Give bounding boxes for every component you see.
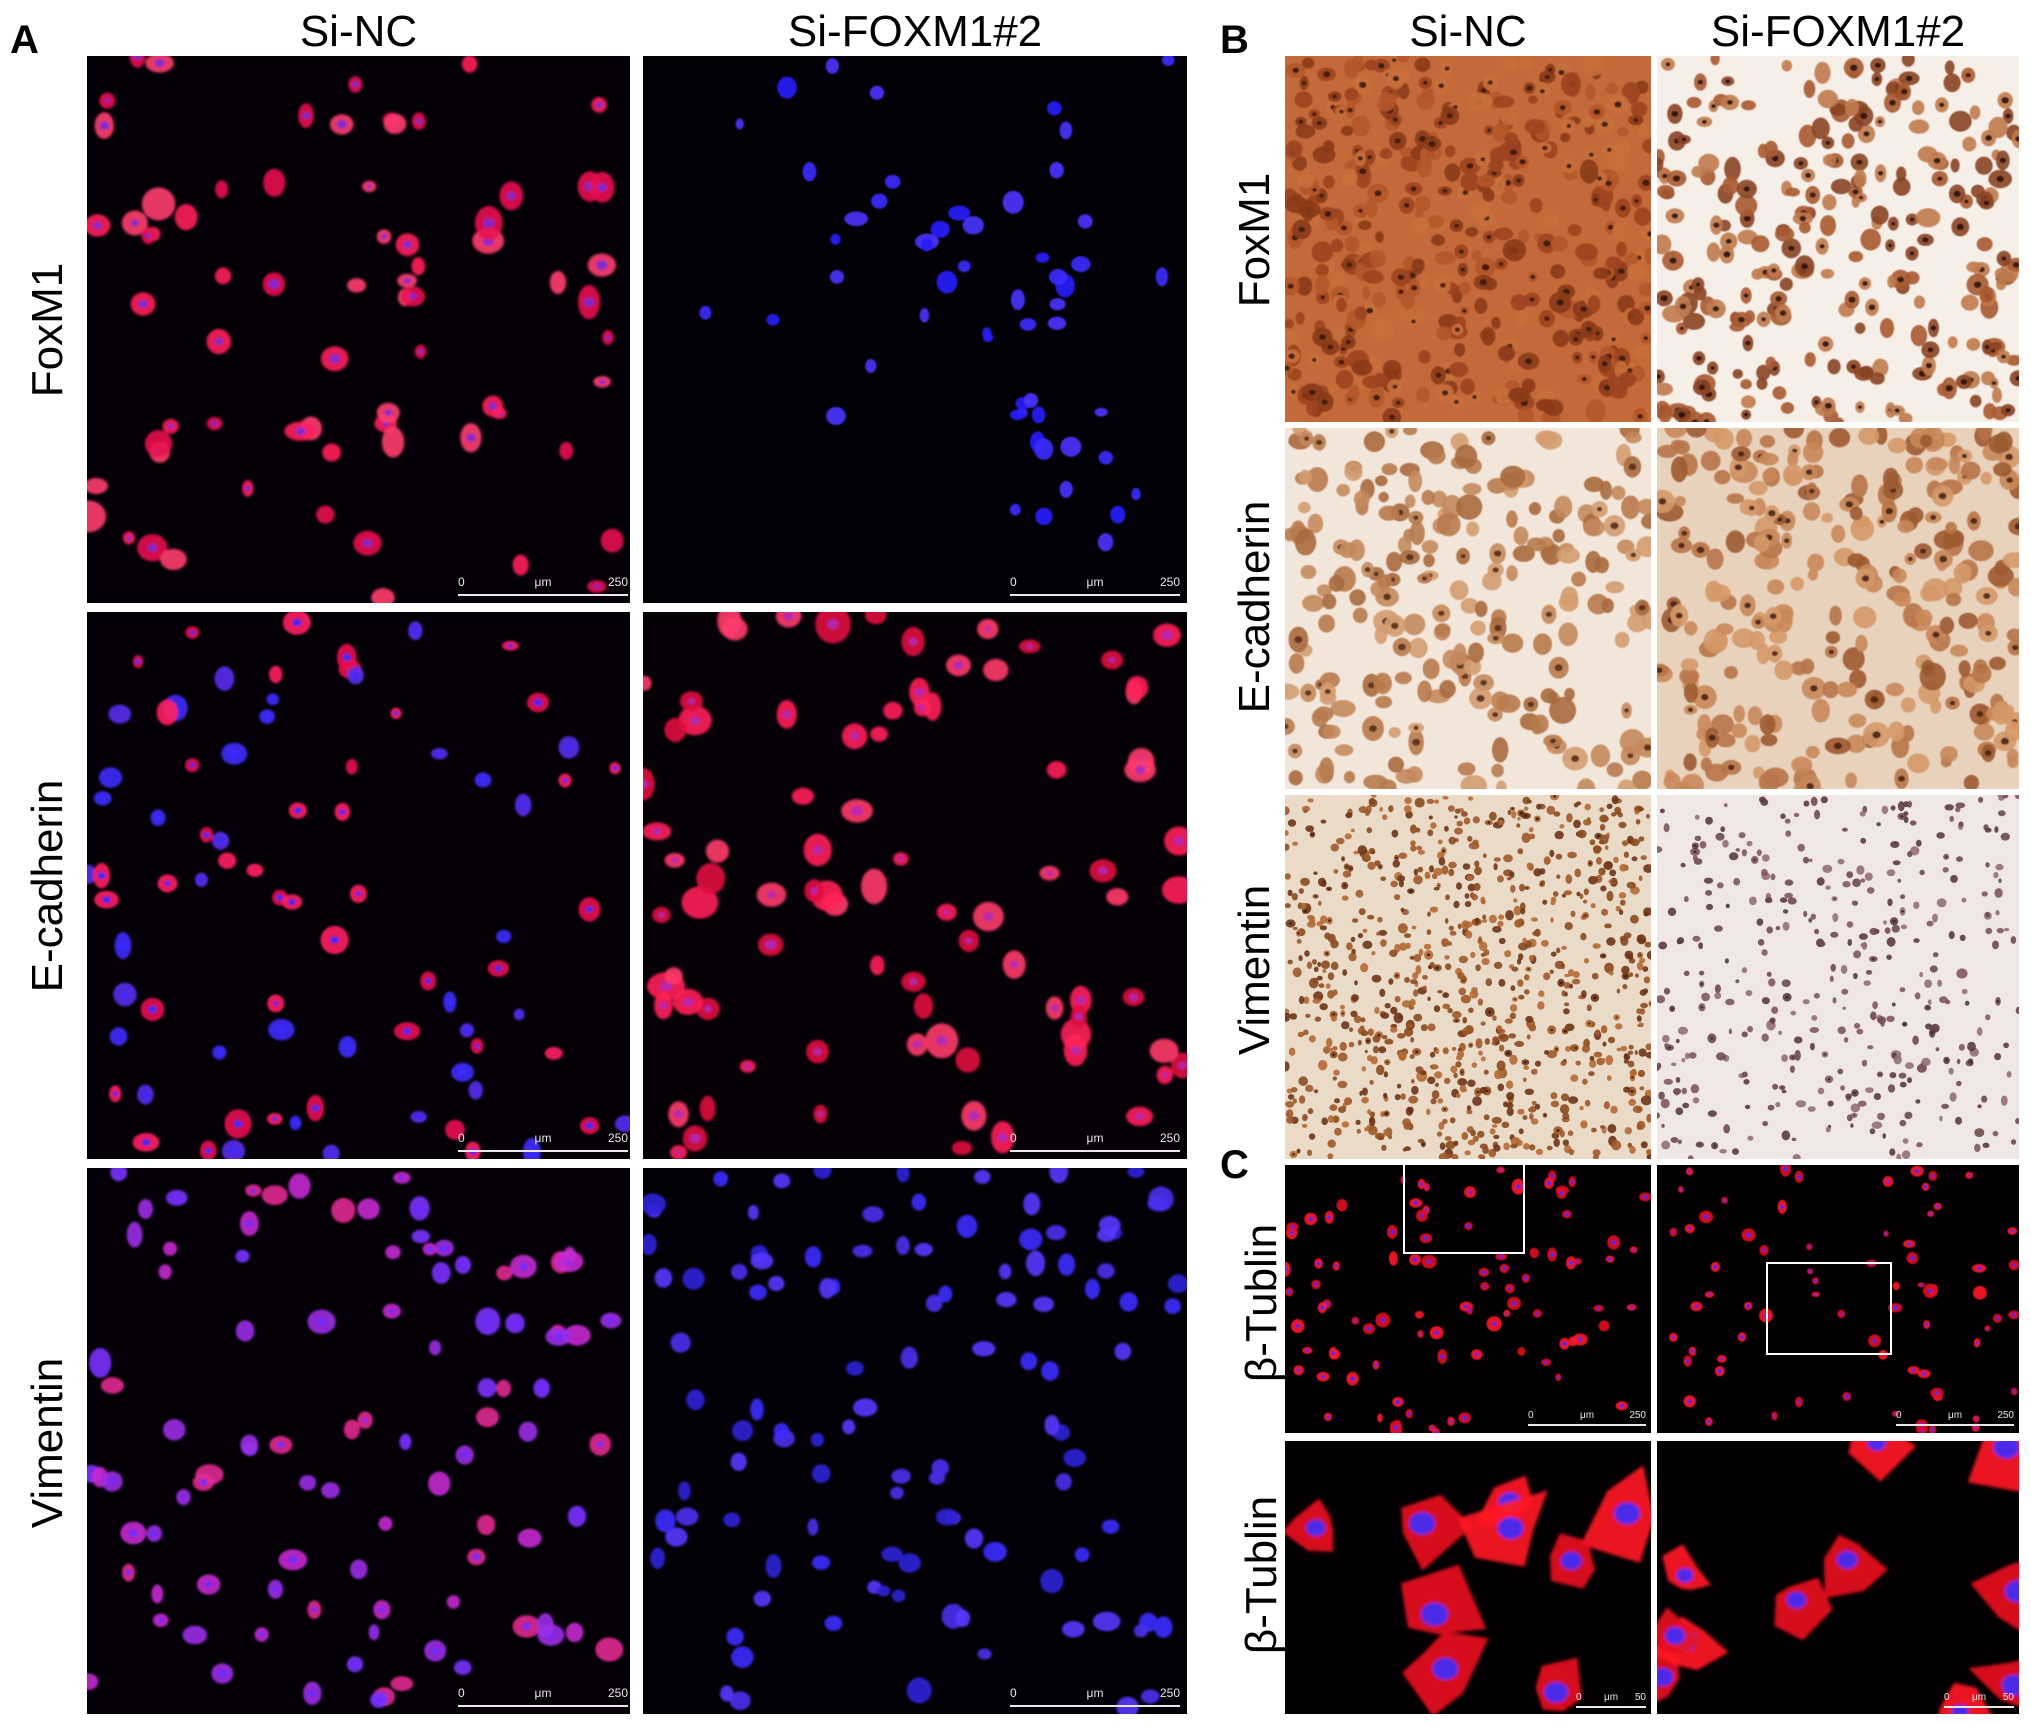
row-label-beta-tublin-c1: β-Tublin bbox=[1237, 1223, 1286, 1383]
row-label-e-cadherin-b: E-cadherin bbox=[1230, 500, 1279, 714]
scale-bar-unit: μm bbox=[534, 1686, 552, 1700]
scale-bar-start: 0 bbox=[1896, 1410, 1902, 1421]
scale-bar-end: 250 bbox=[607, 575, 628, 589]
scale-bar-a1-left: 0 μm 250 bbox=[458, 576, 628, 598]
scale-bar-unit: μm bbox=[1971, 1692, 1987, 1703]
ihc-b-vimentin-si-nc bbox=[1285, 795, 1651, 1159]
scale-bar-unit: μm bbox=[1086, 1686, 1104, 1700]
scale-bar-start: 0 bbox=[1576, 1692, 1582, 1703]
micrograph-texture bbox=[1285, 56, 1651, 422]
scale-bar-unit: μm bbox=[1086, 575, 1104, 589]
panel-letter-c: C bbox=[1220, 1143, 1249, 1187]
column-label-si-nc-a: Si-NC bbox=[299, 7, 418, 56]
scale-bar-end: 50 bbox=[2002, 1692, 2014, 1703]
micrograph-c-tubulin-zoom-si-nc bbox=[1285, 1441, 1651, 1714]
micrograph-a-foxm1-si-foxm1 bbox=[643, 56, 1187, 603]
row-label-e-cadherin-a: E-cadherin bbox=[23, 779, 72, 993]
micrograph-texture bbox=[1285, 795, 1651, 1159]
micrograph-texture bbox=[1285, 1165, 1651, 1433]
column-label-si-foxm1-b: Si-FOXM1#2 bbox=[1710, 7, 1966, 56]
row-label-foxm1-a: FoxM1 bbox=[23, 262, 72, 398]
row-label-vimentin-a: Vimentin bbox=[23, 1357, 72, 1529]
scale-bar-end: 250 bbox=[1629, 1410, 1646, 1421]
scale-bar-a2-right: 0 μm 250 bbox=[1010, 1132, 1180, 1154]
column-label-si-foxm1-a: Si-FOXM1#2 bbox=[787, 7, 1043, 56]
scale-bar-unit: μm bbox=[1603, 1692, 1619, 1703]
micrograph-texture bbox=[1657, 1441, 2019, 1714]
scale-bar-start: 0 bbox=[1010, 575, 1017, 589]
scale-bar-end: 250 bbox=[1997, 1410, 2014, 1421]
scale-bar-c2-left: 0 μm 50 bbox=[1576, 1692, 1646, 1710]
scale-bar-unit: μm bbox=[1086, 1131, 1104, 1145]
micrograph-texture bbox=[1657, 428, 2019, 789]
scale-bar-unit: μm bbox=[534, 575, 552, 589]
scale-bar-c2-right: 0 μm 50 bbox=[1944, 1692, 2014, 1710]
scale-bar-start: 0 bbox=[1944, 1692, 1950, 1703]
scale-bar-end: 250 bbox=[607, 1131, 628, 1145]
scale-bar-end: 250 bbox=[1159, 575, 1180, 589]
scale-bar-start: 0 bbox=[1010, 1686, 1017, 1700]
micrograph-a-e-cadherin-si-foxm1 bbox=[643, 612, 1187, 1159]
micrograph-a-foxm1-si-nc bbox=[87, 56, 630, 603]
row-label-vimentin-b: Vimentin bbox=[1230, 884, 1279, 1056]
scale-bar-unit: μm bbox=[1579, 1410, 1595, 1421]
micrograph-texture bbox=[1657, 56, 2019, 422]
row-label-beta-tublin-c2: β-Tublin bbox=[1237, 1495, 1286, 1655]
ihc-b-vimentin-si-foxm1 bbox=[1657, 795, 2019, 1159]
scale-bar-unit: μm bbox=[534, 1131, 552, 1145]
micrograph-texture bbox=[1285, 428, 1651, 789]
scale-bar-a3-right: 0 μm 250 bbox=[1010, 1687, 1180, 1709]
panel-letter-b: B bbox=[1220, 18, 1249, 62]
micrograph-a-vimentin-si-nc bbox=[87, 1168, 630, 1714]
micrograph-texture bbox=[87, 56, 630, 603]
scale-bar-end: 50 bbox=[1634, 1692, 1646, 1703]
inset-box-si-nc bbox=[1403, 1163, 1525, 1254]
column-label-si-nc-b: Si-NC bbox=[1409, 7, 1527, 56]
micrograph-c-tubulin-zoom-si-foxm1 bbox=[1657, 1441, 2019, 1714]
micrograph-texture bbox=[643, 56, 1187, 603]
scale-bar-a2-left: 0 μm 250 bbox=[458, 1132, 628, 1154]
micrograph-a-e-cadherin-si-nc bbox=[87, 612, 630, 1159]
scale-bar-start: 0 bbox=[458, 1131, 465, 1145]
scale-bar-c1-left: 0 μm 250 bbox=[1528, 1410, 1646, 1428]
scale-bar-unit: μm bbox=[1947, 1410, 1963, 1421]
micrograph-texture bbox=[1285, 1441, 1651, 1714]
row-label-foxm1-b: FoxM1 bbox=[1230, 172, 1279, 308]
scale-bar-start: 0 bbox=[458, 1686, 465, 1700]
inset-box-si-foxm1 bbox=[1766, 1262, 1892, 1355]
micrograph-c-tubulin-si-foxm1 bbox=[1657, 1165, 2019, 1433]
scale-bar-start: 0 bbox=[458, 575, 465, 589]
scale-bar-start: 0 bbox=[1528, 1410, 1534, 1421]
micrograph-texture bbox=[643, 612, 1187, 1159]
scale-bar-c1-right: 0 μm 250 bbox=[1896, 1410, 2014, 1428]
micrograph-texture bbox=[643, 1168, 1187, 1714]
ihc-b-foxm1-si-foxm1 bbox=[1657, 56, 2019, 422]
panel-letter-a: A bbox=[10, 18, 39, 62]
micrograph-texture bbox=[87, 612, 630, 1159]
micrograph-texture bbox=[87, 1168, 630, 1714]
micrograph-c-tubulin-si-nc bbox=[1285, 1165, 1651, 1433]
micrograph-texture bbox=[1657, 1165, 2019, 1433]
micrograph-a-vimentin-si-foxm1 bbox=[643, 1168, 1187, 1714]
scale-bar-end: 250 bbox=[1159, 1131, 1180, 1145]
scale-bar-a1-right: 0 μm 250 bbox=[1010, 576, 1180, 598]
micrograph-texture bbox=[1657, 795, 2019, 1159]
ihc-b-foxm1-si-nc bbox=[1285, 56, 1651, 422]
scale-bar-start: 0 bbox=[1010, 1131, 1017, 1145]
scale-bar-end: 250 bbox=[607, 1686, 628, 1700]
scale-bar-a3-left: 0 μm 250 bbox=[458, 1687, 628, 1709]
scale-bar-end: 250 bbox=[1159, 1686, 1180, 1700]
ihc-b-e-cadherin-si-foxm1 bbox=[1657, 428, 2019, 789]
ihc-b-e-cadherin-si-nc bbox=[1285, 428, 1651, 789]
